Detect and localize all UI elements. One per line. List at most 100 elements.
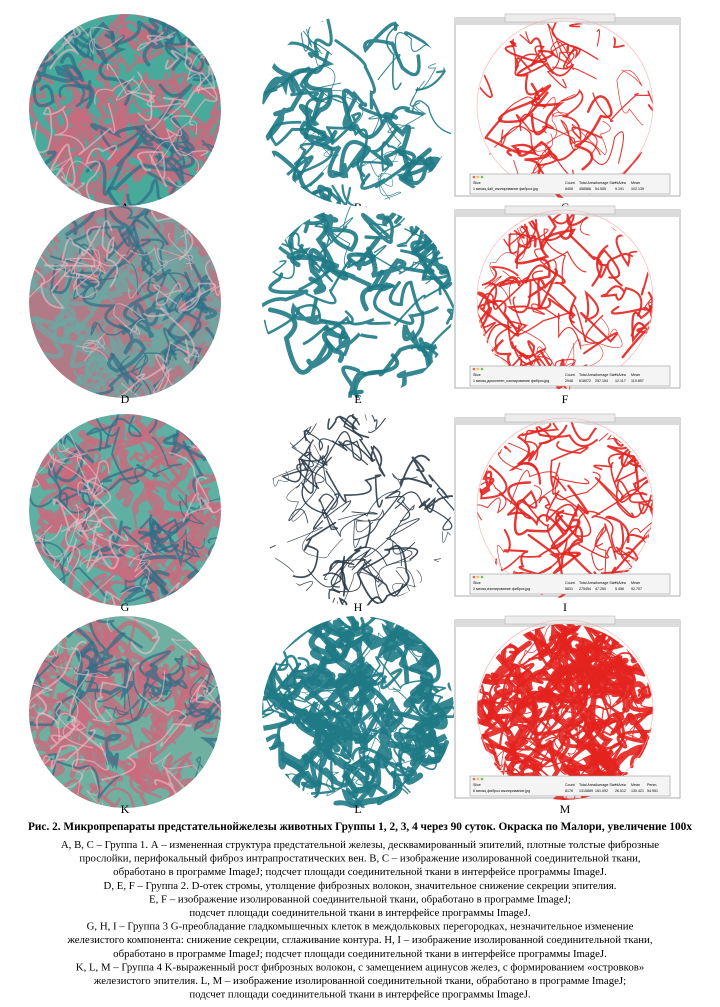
window-button bbox=[480, 175, 484, 179]
micrograph-mask bbox=[262, 414, 454, 606]
table-cell: 9.191 bbox=[615, 187, 624, 191]
table-cell: 1 месяц 4all_изолирование фиброз.jpg bbox=[473, 187, 538, 191]
panel: Slice Count Total Area Average Size%Area Mea… bbox=[454, 615, 681, 816]
table-header: Mean bbox=[631, 783, 640, 787]
results-window bbox=[469, 365, 671, 387]
micrograph-mask-red bbox=[477, 422, 653, 598]
results-window bbox=[469, 775, 671, 797]
table-header: Slice bbox=[473, 181, 481, 185]
panel-label: D bbox=[121, 392, 130, 406]
panel-label: M bbox=[560, 802, 571, 816]
caption-line: обработано в программе ImageJ; подсчет п… bbox=[113, 866, 607, 878]
caption-line: железистого компонента: снижение секреци… bbox=[66, 934, 652, 946]
panel-label: H bbox=[354, 600, 363, 614]
panel-label: K bbox=[121, 802, 130, 816]
table-cell: 1 месяц дисконтен_изолирование фиброз.jp… bbox=[473, 379, 549, 383]
caption-line: подсчет площади соединительной ткани в и… bbox=[189, 989, 530, 1001]
panel: K bbox=[29, 616, 221, 816]
table-header: Count bbox=[565, 581, 575, 585]
panel-label: F bbox=[562, 392, 569, 406]
caption-lines: A, B, C – Группа 1. А – измененная струк… bbox=[61, 839, 659, 1001]
table-cell: 47.250 bbox=[595, 587, 606, 591]
caption-line: A, B, C – Группа 1. А – измененная струк… bbox=[61, 839, 659, 851]
table-header: Total Area bbox=[579, 373, 595, 377]
table-cell: 12.117 bbox=[615, 379, 626, 383]
micrograph-stained bbox=[29, 14, 221, 206]
table-cell: 102.139 bbox=[631, 187, 644, 191]
table-cell: 6 месяц фиброз изолирование.jpg bbox=[473, 789, 530, 793]
panel-label: L bbox=[354, 802, 361, 816]
window-button bbox=[480, 575, 484, 579]
table-cell: 275454 bbox=[579, 587, 591, 591]
table-header: Average Size bbox=[595, 783, 616, 787]
table-cell: 2948 bbox=[565, 379, 573, 383]
panel: E bbox=[262, 206, 454, 406]
caption-line: прослойки, перифокальный фиброз интрапро… bbox=[79, 853, 641, 865]
table-header: Total Area bbox=[579, 581, 595, 585]
micrograph-stained bbox=[29, 616, 221, 808]
table-header: Slice bbox=[473, 783, 481, 787]
panel: Slice Count Total Area Average Size%Area Mea… bbox=[454, 413, 681, 614]
caption-line: D, E, F – Группа 2. D-отек стромы, утолщ… bbox=[104, 880, 617, 892]
panel-label: I bbox=[563, 600, 567, 614]
table-header: %Area bbox=[615, 783, 626, 787]
table-header: Average Size bbox=[595, 373, 616, 377]
table-header: Slice bbox=[473, 373, 481, 377]
window-button bbox=[472, 777, 476, 781]
table-header: Perim. bbox=[647, 783, 657, 787]
table-header: %Area bbox=[615, 181, 626, 185]
table-header: Count bbox=[565, 373, 575, 377]
table-cell: 257.154 bbox=[595, 379, 608, 383]
table-cell: 8406 bbox=[565, 187, 573, 191]
table-cell: 54.555 bbox=[595, 187, 606, 191]
caption-line: G, H, I – Группа 3 G-преобладание гладко… bbox=[87, 921, 634, 933]
table-cell: 2 месяц изолирование фиброз.jpg bbox=[473, 587, 530, 591]
window-button bbox=[480, 777, 484, 781]
micrograph-mask-red bbox=[477, 624, 653, 800]
micrograph-mask bbox=[262, 616, 454, 808]
table-header: Total Area bbox=[579, 783, 595, 787]
panel-label: E bbox=[354, 392, 361, 406]
window-button bbox=[476, 575, 480, 579]
results-window bbox=[469, 573, 671, 595]
window-button bbox=[472, 175, 476, 179]
window-button bbox=[476, 777, 480, 781]
table-cell: 130.421 bbox=[631, 789, 644, 793]
caption-line: подсчет площади соединительной ткани в и… bbox=[189, 907, 530, 919]
table-header: Total Area bbox=[579, 181, 595, 185]
table-header: Count bbox=[565, 181, 575, 185]
table-cell: 54.951 bbox=[647, 789, 658, 793]
table-header: Mean bbox=[631, 373, 640, 377]
window-button bbox=[476, 175, 480, 179]
table-cell: 5831 bbox=[565, 587, 573, 591]
window-button bbox=[476, 367, 480, 371]
table-cell: 119.897 bbox=[631, 379, 644, 383]
table-header: Slice bbox=[473, 581, 481, 585]
caption-line: железистого эпителия. L, M – изображение… bbox=[93, 975, 626, 987]
table-cell: 1315889 bbox=[579, 789, 593, 793]
panel: L bbox=[262, 616, 454, 816]
table-header: Average Size bbox=[595, 581, 616, 585]
caption-line: E, F – изображение изолированной соедини… bbox=[149, 893, 571, 905]
table-cell: 161.092 bbox=[595, 789, 608, 793]
table-header: %Area bbox=[615, 581, 626, 585]
table-header: Mean bbox=[631, 581, 640, 585]
panel-label: G bbox=[121, 600, 130, 614]
caption-title: Рис. 2. Микропрепараты предстательнойжел… bbox=[28, 821, 692, 833]
table-cell: 26.512 bbox=[615, 789, 626, 793]
window-button bbox=[472, 575, 476, 579]
table-cell: 5.456 bbox=[615, 587, 624, 591]
table-cell: 458586 bbox=[579, 187, 591, 191]
table-cell: 618072 bbox=[579, 379, 591, 383]
window-button bbox=[472, 367, 476, 371]
caption-line: обработано в программе ImageJ; подсчет п… bbox=[113, 948, 607, 960]
window-button bbox=[480, 367, 484, 371]
table-cell: 8176 bbox=[565, 789, 573, 793]
results-window bbox=[469, 173, 671, 195]
panel: H bbox=[262, 414, 454, 614]
panel: Slice Count Total Area Average Size%Area Mea… bbox=[454, 205, 681, 406]
table-header: Mean bbox=[631, 181, 640, 185]
table-cell: 92.707 bbox=[631, 587, 642, 591]
